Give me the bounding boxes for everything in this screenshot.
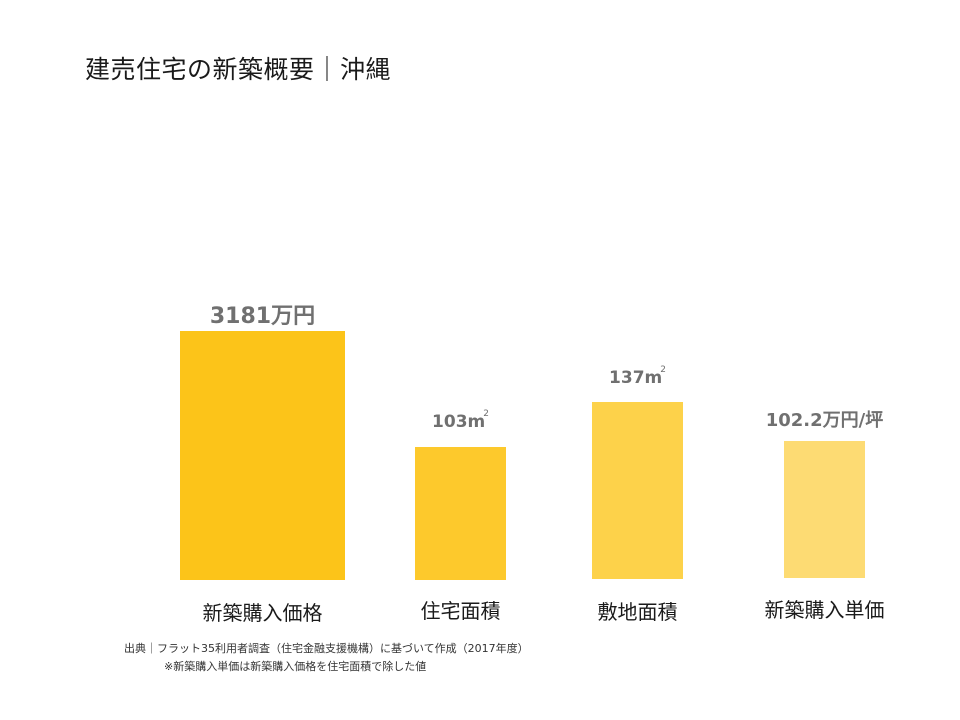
footnote: ※新築購入単価は新築購入価格を住宅面積で除した値 (164, 660, 427, 673)
category-label-land-area: 敷地面積 (597, 600, 678, 624)
value-text: 102.2万円/坪 (765, 410, 884, 431)
value-text: 3181万円 (209, 304, 316, 329)
bar-house-area (415, 447, 506, 580)
value-label-unit-price: 102.2万円/坪 (744, 406, 905, 432)
value-label-land-area: 137m2 (582, 365, 693, 388)
bar-unit-price (784, 441, 865, 578)
chart-title: 建売住宅の新築概要｜沖縄 (85, 55, 392, 84)
category-label-house-area: 住宅面積 (420, 599, 501, 623)
superscript: 2 (483, 409, 489, 420)
value-text: 103m (432, 412, 486, 432)
source-note: 出典｜フラット35利用者調査（住宅金融支援機構）に基づいて作成（2017年度） (124, 642, 529, 655)
value-label-price: 3181万円 (180, 298, 345, 330)
superscript: 2 (660, 365, 666, 376)
bar-land-area (592, 402, 683, 579)
value-text: 137m (609, 368, 663, 388)
bar-price (180, 331, 345, 580)
category-label-unit-price: 新築購入単価 (764, 598, 885, 622)
category-label-price: 新築購入価格 (202, 601, 323, 625)
value-label-house-area: 103m2 (405, 409, 516, 432)
